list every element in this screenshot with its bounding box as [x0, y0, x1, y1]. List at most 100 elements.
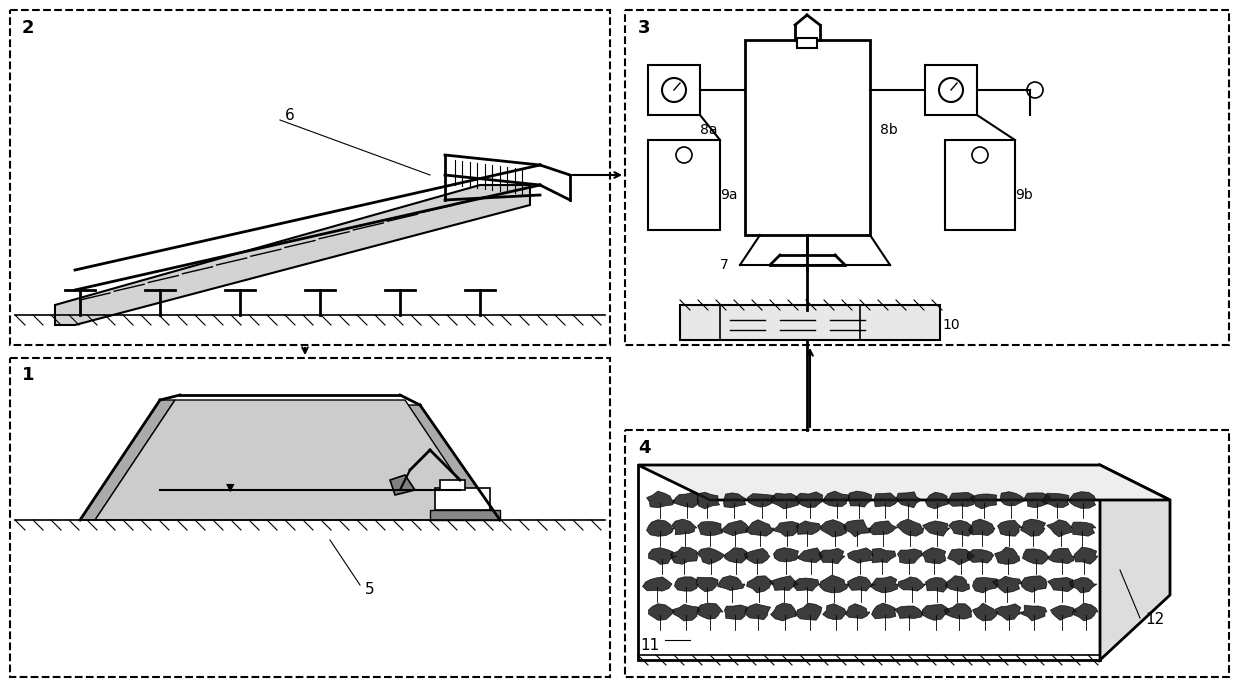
Text: ▼: ▼ — [225, 483, 234, 493]
Polygon shape — [1048, 578, 1074, 592]
Text: 8a: 8a — [700, 123, 717, 137]
Polygon shape — [1042, 493, 1069, 508]
Polygon shape — [926, 578, 948, 592]
Polygon shape — [746, 519, 774, 536]
Polygon shape — [638, 465, 1170, 500]
Polygon shape — [1074, 547, 1098, 564]
Polygon shape — [55, 185, 530, 325]
Circle shape — [662, 78, 686, 102]
Polygon shape — [673, 493, 699, 508]
Text: 9b: 9b — [1015, 188, 1033, 202]
Polygon shape — [798, 548, 823, 563]
Polygon shape — [819, 548, 845, 563]
Text: 1: 1 — [22, 366, 35, 384]
Polygon shape — [871, 603, 896, 619]
Polygon shape — [698, 603, 724, 619]
Polygon shape — [724, 493, 748, 508]
Polygon shape — [945, 576, 970, 592]
Polygon shape — [643, 577, 672, 591]
Polygon shape — [797, 521, 821, 534]
Polygon shape — [897, 549, 922, 564]
Polygon shape — [680, 305, 940, 340]
Polygon shape — [997, 520, 1023, 536]
Polygon shape — [1100, 465, 1170, 660]
Circle shape — [973, 147, 987, 163]
Polygon shape — [821, 519, 847, 537]
Polygon shape — [696, 577, 717, 592]
Polygon shape — [1000, 492, 1026, 506]
Polygon shape — [995, 604, 1023, 620]
Polygon shape — [405, 405, 501, 520]
Text: 12: 12 — [1145, 613, 1165, 627]
Polygon shape — [773, 548, 799, 562]
Text: 2: 2 — [22, 19, 35, 37]
Polygon shape — [1073, 603, 1098, 621]
Polygon shape — [672, 519, 698, 534]
Text: 4: 4 — [638, 439, 650, 457]
Polygon shape — [648, 140, 720, 230]
Polygon shape — [1072, 522, 1097, 536]
Polygon shape — [717, 576, 745, 591]
Polygon shape — [797, 38, 817, 48]
Polygon shape — [897, 492, 922, 508]
Polygon shape — [795, 603, 821, 620]
Text: 11: 11 — [641, 638, 659, 653]
Polygon shape — [926, 493, 950, 509]
Polygon shape — [845, 604, 870, 618]
Polygon shape — [922, 605, 950, 620]
Polygon shape — [973, 578, 999, 593]
Polygon shape — [430, 510, 501, 520]
Polygon shape — [898, 577, 926, 591]
Polygon shape — [844, 520, 871, 537]
Polygon shape — [696, 548, 726, 564]
Polygon shape — [647, 519, 674, 537]
Polygon shape — [1022, 549, 1049, 564]
Polygon shape — [81, 400, 175, 520]
Polygon shape — [648, 604, 675, 620]
Polygon shape — [435, 488, 489, 510]
Polygon shape — [673, 605, 700, 621]
Polygon shape — [647, 491, 675, 508]
Text: 7: 7 — [720, 258, 729, 272]
Polygon shape — [747, 576, 774, 593]
Text: 5: 5 — [366, 583, 374, 598]
Polygon shape — [725, 605, 747, 620]
Polygon shape — [1048, 548, 1074, 563]
Polygon shape — [648, 548, 676, 564]
Polygon shape — [922, 548, 945, 563]
Polygon shape — [1021, 519, 1046, 537]
Polygon shape — [1021, 576, 1047, 592]
Text: 6: 6 — [285, 107, 295, 122]
Polygon shape — [746, 604, 771, 620]
Polygon shape — [948, 493, 976, 506]
Polygon shape — [773, 521, 799, 537]
Polygon shape — [771, 603, 795, 621]
Polygon shape — [390, 475, 415, 495]
Polygon shape — [973, 603, 997, 621]
Text: 3: 3 — [638, 19, 650, 37]
Polygon shape — [1021, 605, 1047, 621]
Polygon shape — [698, 493, 720, 509]
Text: 9a: 9a — [720, 188, 737, 202]
Polygon shape — [869, 521, 898, 534]
Polygon shape — [823, 604, 847, 620]
Polygon shape — [847, 576, 876, 591]
Polygon shape — [970, 494, 996, 509]
Circle shape — [1027, 82, 1043, 98]
Polygon shape — [871, 576, 898, 593]
Polygon shape — [820, 575, 849, 593]
Polygon shape — [638, 465, 1100, 660]
Polygon shape — [1069, 578, 1097, 593]
Polygon shape — [95, 400, 484, 520]
Polygon shape — [944, 604, 973, 619]
Polygon shape — [1047, 519, 1072, 537]
Polygon shape — [772, 493, 800, 509]
Polygon shape — [968, 550, 994, 563]
Circle shape — [939, 78, 963, 102]
Text: 8b: 8b — [880, 123, 898, 137]
Polygon shape — [1069, 492, 1097, 508]
Polygon shape — [1051, 605, 1077, 620]
Polygon shape — [745, 548, 769, 564]
Polygon shape — [849, 491, 872, 507]
Polygon shape — [824, 491, 850, 506]
